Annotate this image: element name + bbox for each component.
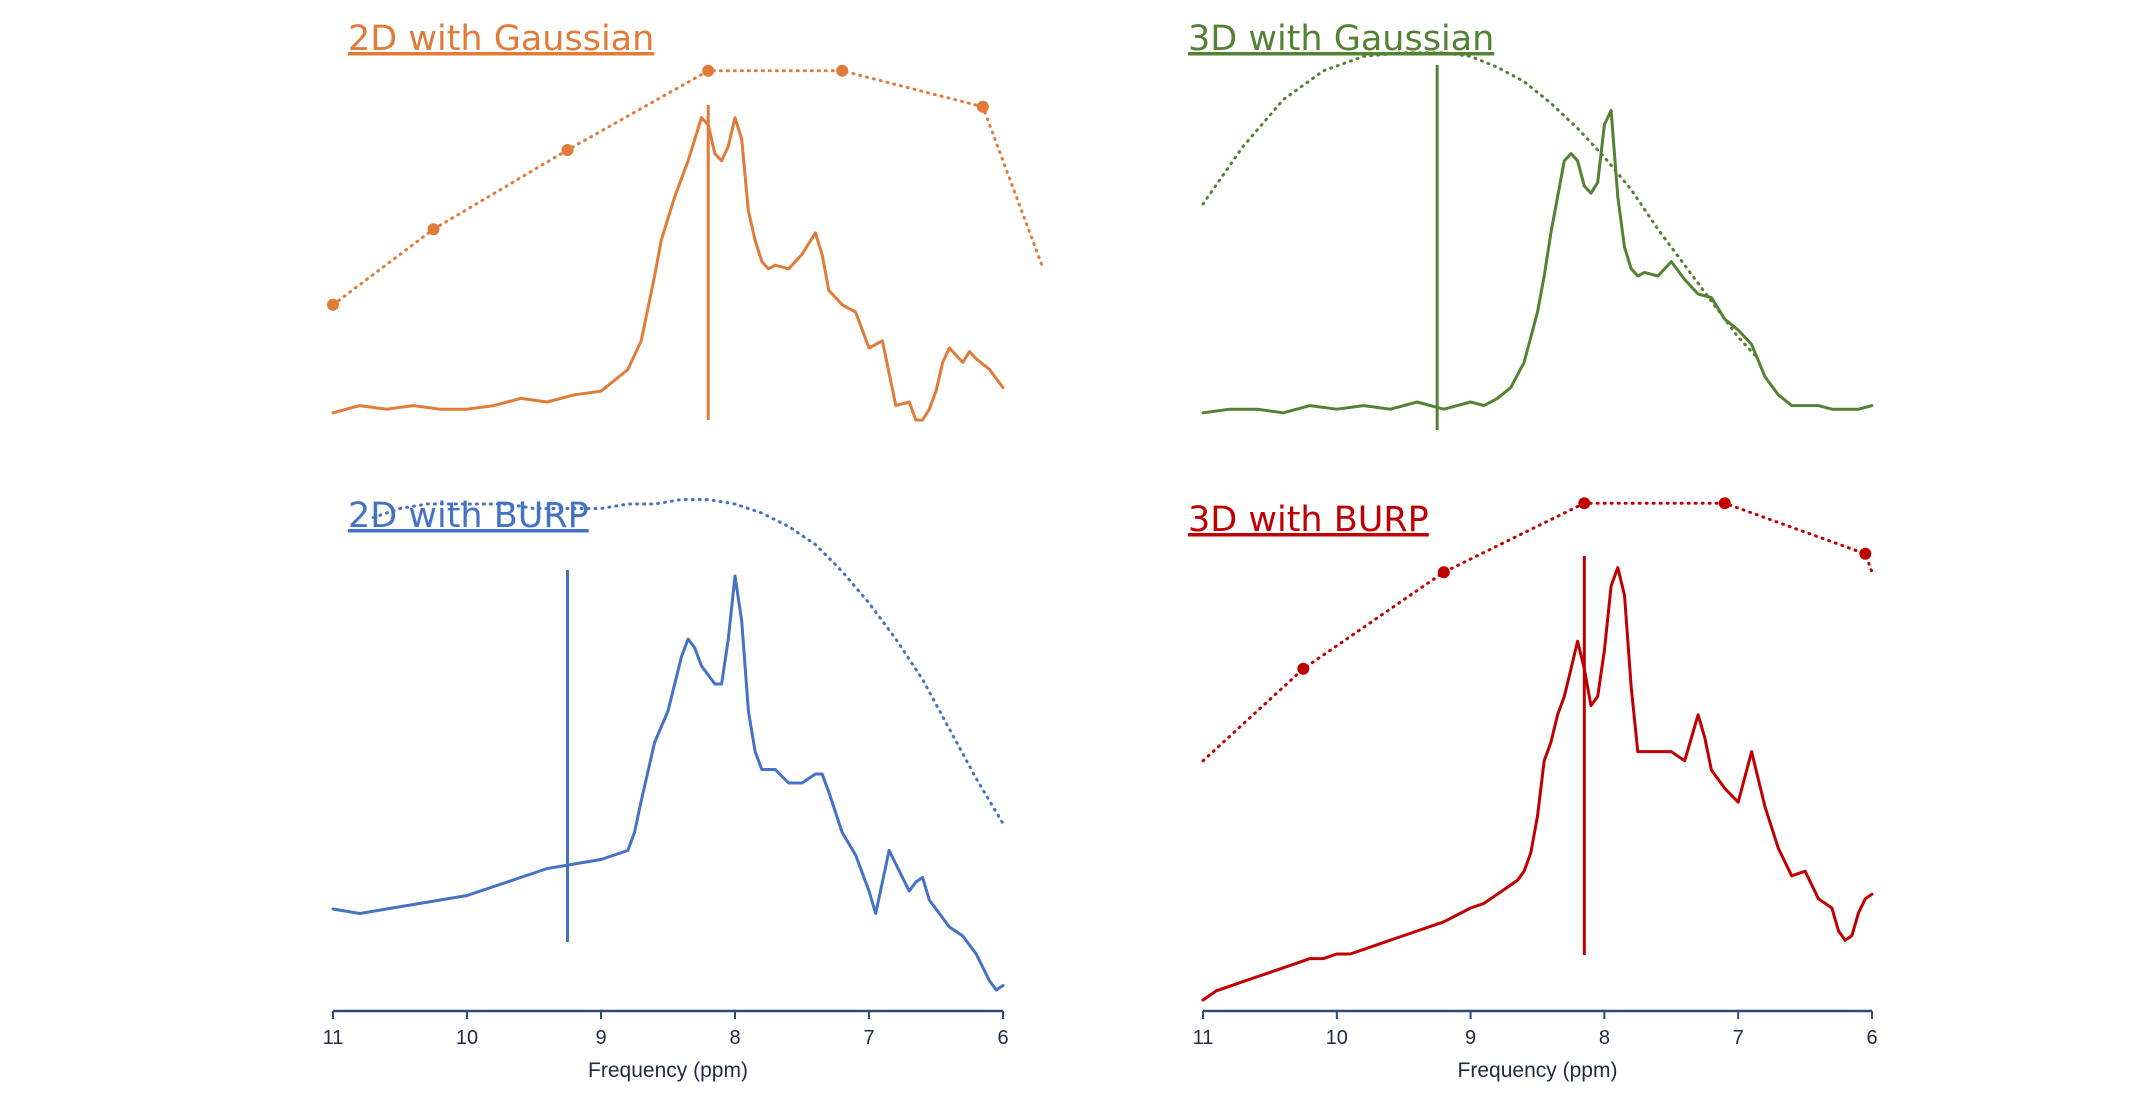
spectrum-line	[331, 574, 1005, 992]
panel-3d-with-burp: 3D with BURP 11 10 9 8 7 6 Frequency (ppm)	[1188, 497, 1878, 1082]
profile-point	[976, 100, 989, 113]
profile-point	[561, 144, 574, 156]
spectrum-line	[1201, 108, 1874, 415]
panel-3d-with-gaussian: 3D with Gaussian	[1188, 19, 1874, 430]
profile-point	[1859, 547, 1872, 560]
profile-line	[371, 498, 1005, 825]
profile-point	[427, 223, 440, 236]
x-tick-label: 6	[1866, 1027, 1877, 1049]
profile-point	[1437, 566, 1450, 579]
panel-title: 3D with Gaussian	[1188, 19, 1494, 59]
x-tick-label: 8	[1599, 1027, 1610, 1049]
panel-title: 2D with Gaussian	[348, 19, 654, 59]
spectrum-line	[1201, 566, 1874, 1002]
x-tick-label: 11	[1193, 1027, 1214, 1049]
x-tick-label: 7	[1733, 1027, 1744, 1049]
profile-point	[1718, 497, 1731, 510]
panel-title: 3D with BURP	[1188, 500, 1429, 540]
x-tick-label: 9	[1465, 1027, 1476, 1049]
profile-point	[1297, 662, 1310, 675]
spectrum-line	[331, 116, 1005, 422]
profile-line	[1201, 501, 1874, 763]
profile-point	[327, 298, 339, 311]
panel-2d-with-burp: 2D with BURP 11 10 9 8 7 6 Frequency (ppm)	[323, 496, 1009, 1082]
x-tick-label: 10	[1326, 1027, 1348, 1049]
x-tick-label: 6	[997, 1027, 1008, 1049]
profile-point	[836, 64, 849, 77]
profile-line	[331, 69, 1045, 307]
x-axis-label: Frequency (ppm)	[588, 1059, 748, 1082]
x-tick-label: 10	[456, 1027, 478, 1049]
profile-point	[1578, 497, 1591, 510]
x-axis-label: Frequency (ppm)	[1458, 1059, 1618, 1082]
x-tick-label: 7	[863, 1027, 874, 1049]
x-tick-label: 9	[595, 1027, 606, 1049]
profile-point	[702, 64, 715, 77]
x-tick-label: 11	[323, 1027, 344, 1049]
x-tick-label: 8	[729, 1027, 740, 1049]
panel-title: 2D with BURP	[348, 496, 589, 536]
panel-2d-with-gaussian: 2D with Gaussian	[327, 19, 1045, 422]
profile-line	[1201, 51, 1760, 361]
